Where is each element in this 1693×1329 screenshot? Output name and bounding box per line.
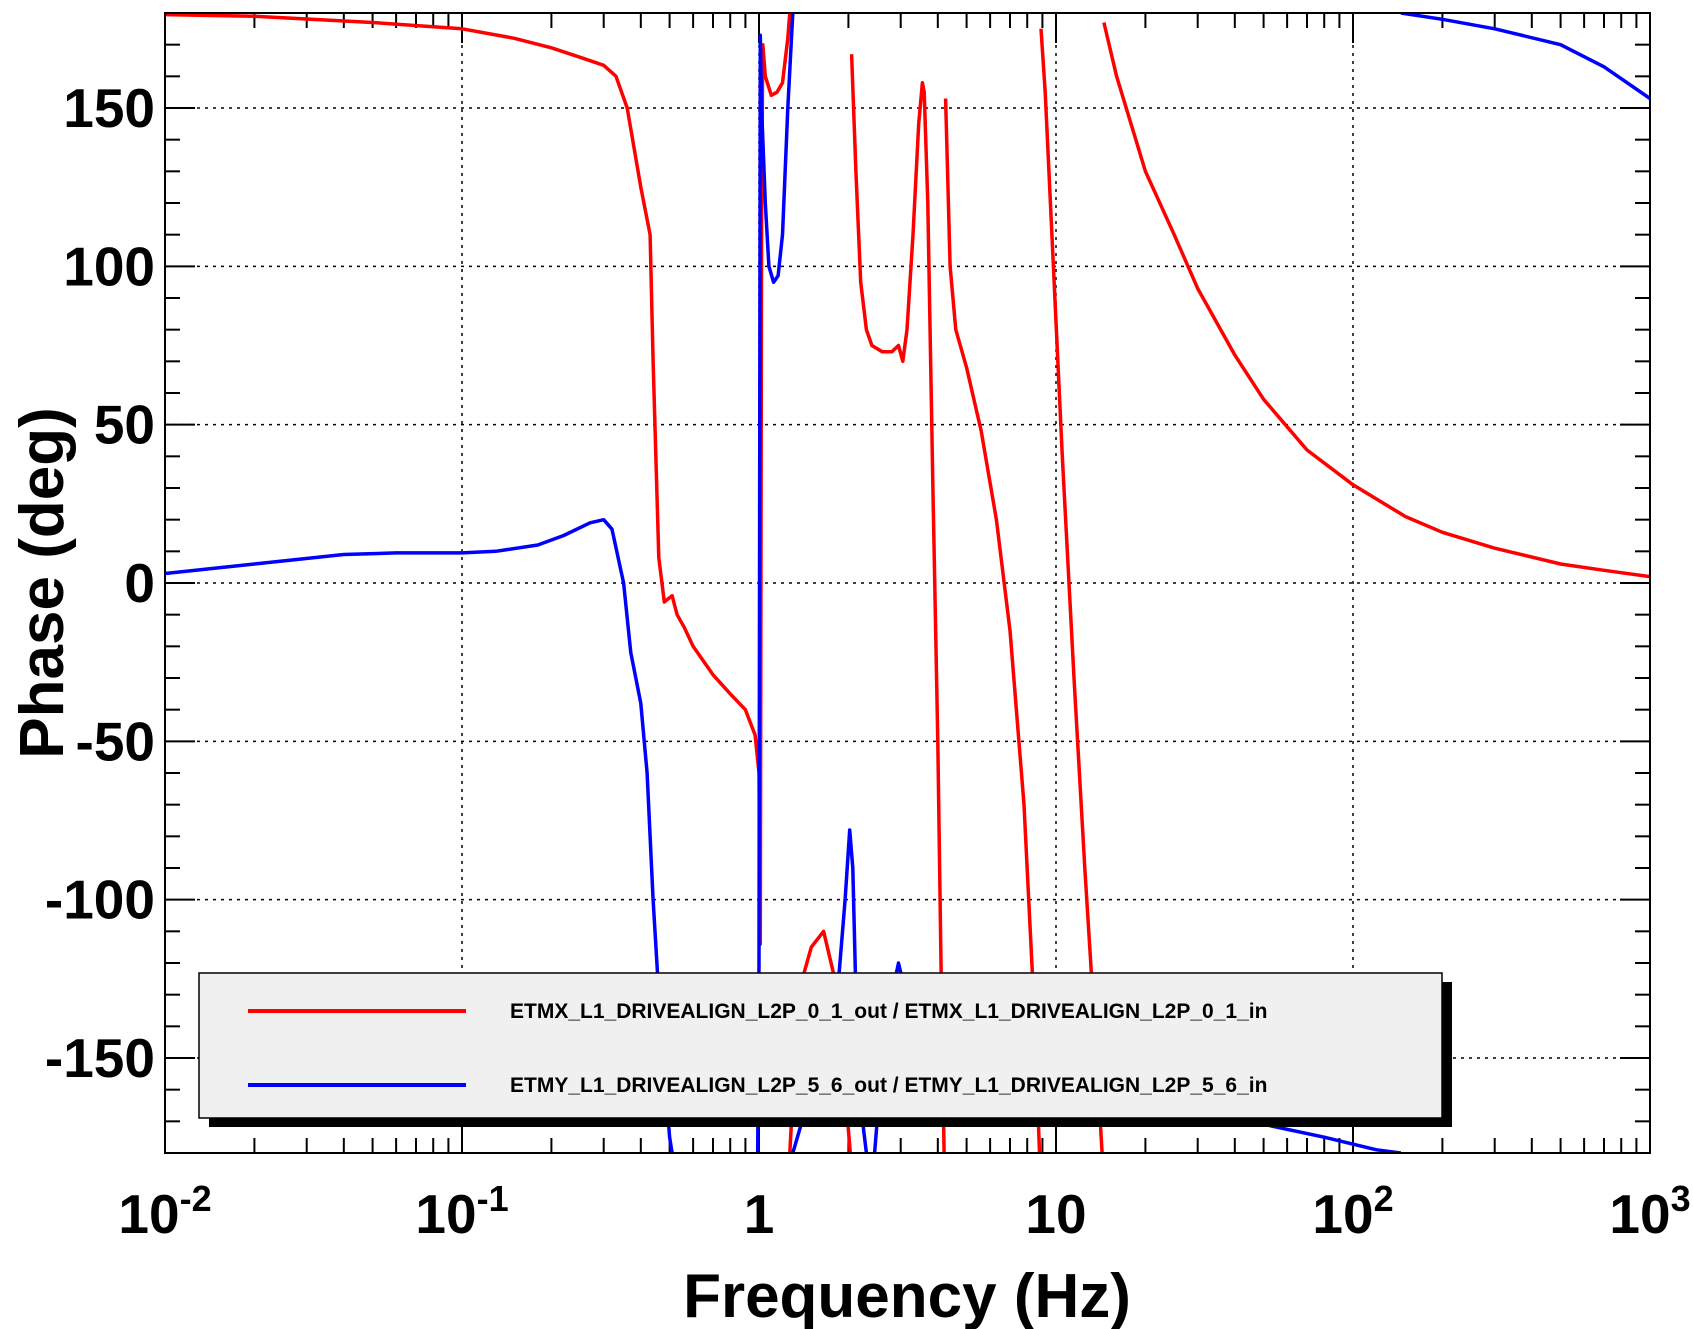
y-tick-label: 100: [63, 235, 155, 297]
legend-label-etmy: ETMY_L1_DRIVEALIGN_L2P_5_6_out / ETMY_L1…: [510, 1074, 1267, 1097]
series-line-0: [165, 13, 792, 946]
series-line-5: [1102, 22, 1650, 579]
y-tick-label: 50: [94, 394, 155, 456]
y-axis-title: Phase (deg): [8, 407, 77, 758]
y-tick-label: -100: [45, 869, 155, 931]
series-line-7: [755, 13, 795, 1153]
y-tick-label: 0: [124, 552, 155, 614]
y-tick-label: -50: [76, 710, 156, 772]
series-line-3: [943, 98, 1042, 1153]
y-tick-label: -150: [45, 1027, 155, 1089]
x-tick-label: 1: [744, 1183, 775, 1245]
legend-label-etmx: ETMX_L1_DRIVEALIGN_L2P_0_1_out / ETMX_L1…: [510, 1000, 1267, 1023]
x-axis-title: Frequency (Hz): [683, 1262, 1131, 1329]
x-tick-label: 103: [1609, 1178, 1690, 1245]
series-line-10: [1400, 13, 1650, 100]
minor-ticks: [165, 12, 1650, 1154]
y-tick-labels: 150 100 50 0 -50 -100 -150: [45, 77, 155, 1089]
plot-frame: [164, 12, 1651, 1154]
x-tick-label: 10: [1025, 1183, 1086, 1245]
series-line-6: [165, 517, 674, 1153]
x-tick-labels: 10-2 10-1 1 10 102 103: [118, 1178, 1690, 1245]
x-tick-label: 102: [1312, 1178, 1393, 1245]
series-line-2: [849, 54, 946, 1153]
legend: ETMX_L1_DRIVEALIGN_L2P_0_1_out / ETMX_L1…: [198, 972, 1452, 1127]
x-tick-label: 10-1: [415, 1178, 508, 1245]
legend-box: [198, 972, 1443, 1119]
x-tick-label: 10-2: [118, 1178, 211, 1245]
y-tick-label: 150: [63, 77, 155, 139]
